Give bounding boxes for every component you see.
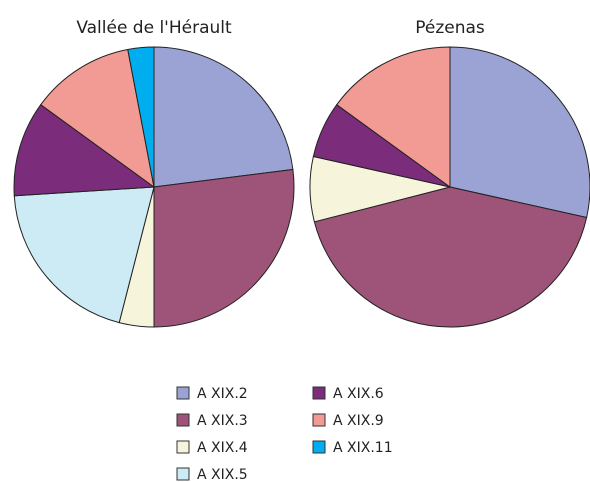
pie-slice bbox=[336, 46, 451, 188]
pie-slice bbox=[153, 168, 295, 328]
legend-swatch bbox=[176, 467, 190, 481]
pie-slice bbox=[13, 186, 155, 324]
legend-label: A XIX.9 bbox=[333, 413, 384, 429]
legend-label: A XIX.3 bbox=[197, 413, 248, 429]
legend-label: A XIX.11 bbox=[333, 440, 393, 456]
pie-slice bbox=[13, 104, 156, 197]
legend-swatch bbox=[176, 386, 190, 400]
pie-slice bbox=[127, 46, 155, 188]
pie-slice bbox=[40, 48, 155, 189]
legend-label: A XIX.6 bbox=[333, 386, 384, 402]
legend-label: A XIX.2 bbox=[197, 386, 248, 402]
pie-slice bbox=[313, 186, 588, 328]
legend-swatch bbox=[312, 386, 326, 400]
pie-title: Pézenas bbox=[415, 18, 485, 38]
pie-slice bbox=[153, 46, 294, 188]
legend-swatch bbox=[176, 413, 190, 427]
legend-label: A XIX.5 bbox=[197, 467, 248, 482]
legend-swatch bbox=[176, 440, 190, 454]
pie-title: Vallée de l'Hérault bbox=[76, 18, 232, 38]
legend-label: A XIX.4 bbox=[197, 440, 248, 456]
legend-swatch bbox=[312, 440, 326, 454]
legend-swatch bbox=[312, 413, 326, 427]
